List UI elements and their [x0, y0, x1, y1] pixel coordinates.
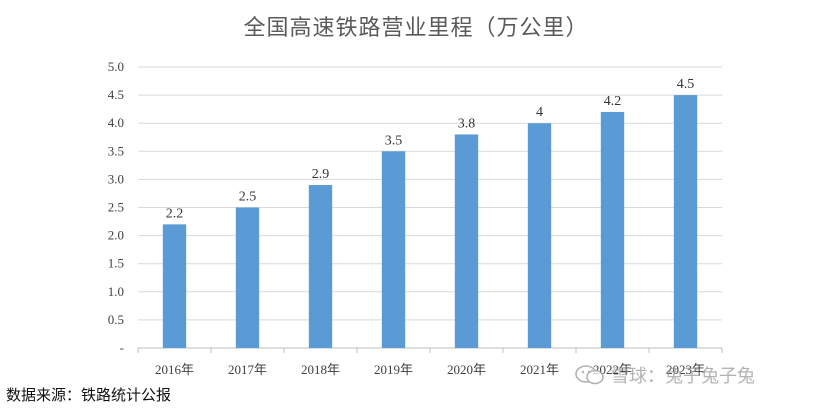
x-tick-label: 2019年: [374, 362, 413, 377]
bars: [162, 95, 698, 349]
x-tick-label: 2020年: [447, 362, 486, 377]
x-tick-label: 2021年: [520, 362, 559, 377]
y-tick-label: 3.0: [108, 171, 124, 186]
watermark: 雪球：兔子兔子兔: [575, 362, 755, 388]
x-tick-label: 2016年: [155, 362, 194, 377]
data-label: 3.8: [458, 116, 476, 131]
x-tick-label: 2017年: [228, 362, 267, 377]
y-tick-label: 4.5: [108, 87, 124, 102]
y-tick-label: 2.5: [108, 200, 124, 215]
bar: [454, 134, 479, 348]
y-tick-label: 1.0: [108, 284, 124, 299]
bar: [162, 224, 187, 348]
x-tick-label: 2022年: [593, 362, 632, 377]
x-tick-label: 2018年: [301, 362, 340, 377]
y-tick-label: 3.5: [108, 143, 124, 158]
y-tick-label: 2.0: [108, 228, 124, 243]
bar: [673, 95, 698, 348]
bar: [308, 185, 333, 348]
y-tick-label: 1.5: [108, 256, 124, 271]
y-tick-label: 4.0: [108, 115, 124, 130]
data-label: 4.5: [677, 77, 695, 92]
y-tick-label: 5.0: [108, 59, 124, 74]
bar: [235, 207, 260, 348]
wechat-icon: [575, 365, 604, 385]
x-tick-label: 2023年: [666, 362, 705, 377]
y-tick-label: 0.5: [108, 312, 124, 327]
bar: [381, 151, 406, 348]
y-tick-label: -: [120, 340, 124, 355]
data-label: 2.5: [239, 190, 257, 205]
data-label: 3.5: [385, 133, 403, 148]
data-label: 2.2: [166, 206, 184, 221]
labels: - 0.5 1.0 1.5 2.0 2.5 3.0 3.5 4.0 4.5 5.0 2.2 2016年 2…: [108, 59, 705, 377]
gridlines: [138, 66, 722, 321]
data-label: 2.9: [312, 167, 330, 182]
source-note: 数据来源：铁路统计公报: [6, 386, 172, 404]
bar: [600, 111, 625, 349]
axes: [137, 347, 723, 353]
chart-title: 全国高速铁路营业里程（万公里）: [243, 16, 589, 41]
data-label: 4.2: [604, 94, 622, 109]
bar: [527, 123, 552, 348]
data-label: 4: [536, 105, 543, 120]
watermark-text: 雪球：兔子兔子兔: [611, 366, 755, 387]
